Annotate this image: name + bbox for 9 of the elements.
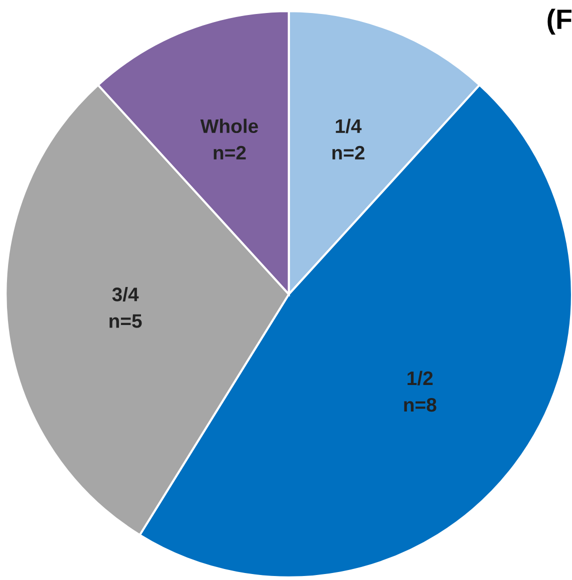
chart-title: (F bbox=[548, 8, 572, 35]
data-label: n=2 bbox=[214, 146, 246, 160]
data-label: n=2 bbox=[332, 146, 364, 160]
data-label: n=5 bbox=[110, 314, 142, 328]
slice-label: 1/4 bbox=[336, 118, 362, 134]
slice-label: 3/4 bbox=[112, 287, 139, 302]
data-label: n=8 bbox=[404, 398, 436, 412]
slice-label: Whole bbox=[200, 118, 258, 134]
slice-label: 1/2 bbox=[408, 370, 433, 386]
